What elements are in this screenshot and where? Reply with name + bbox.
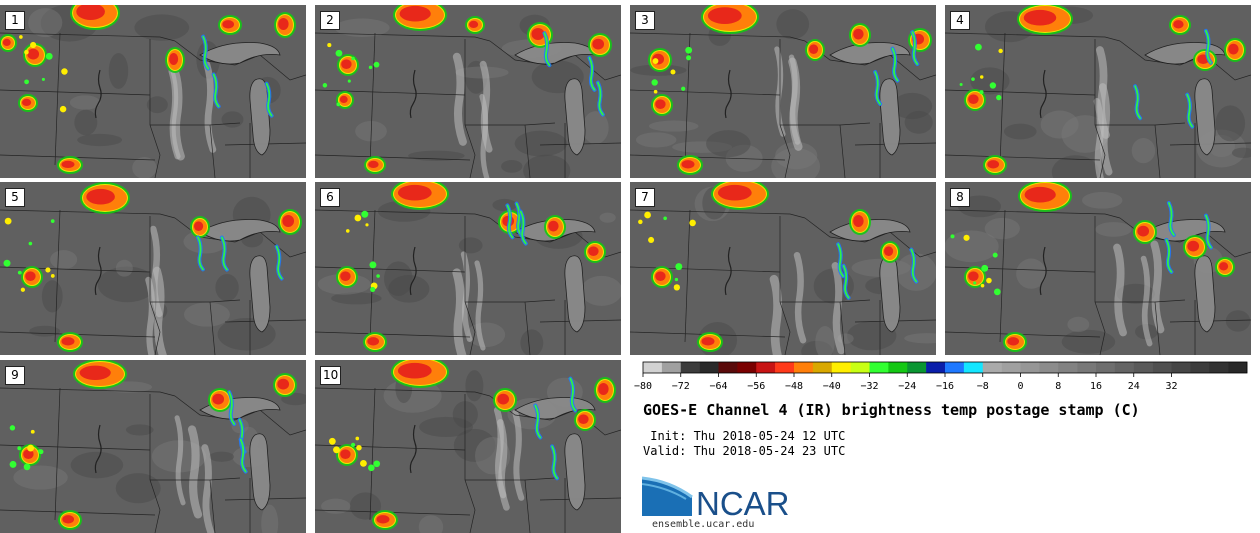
stamp-panel-5: 5 bbox=[0, 182, 306, 355]
colorbar-swatch bbox=[1152, 362, 1172, 373]
panel-number-label: 10 bbox=[320, 366, 342, 385]
colorbar-swatch bbox=[1133, 362, 1153, 373]
stamp-map-4 bbox=[945, 5, 1251, 178]
panel-number-label: 6 bbox=[320, 188, 340, 207]
colorbar-swatch bbox=[1039, 362, 1059, 373]
stamp-panel-4: 4 bbox=[945, 5, 1251, 178]
stamp-map-9 bbox=[0, 360, 306, 533]
stamp-panel-3: 3 bbox=[630, 5, 936, 178]
colorbar-tick-label: −24 bbox=[898, 381, 916, 392]
stamp-map-5 bbox=[0, 182, 306, 355]
ncar-logo: NCAR bbox=[642, 476, 790, 519]
stamp-map-6 bbox=[315, 182, 621, 355]
colorbar-swatches bbox=[642, 361, 1248, 374]
colorbar-tick-label: −16 bbox=[936, 381, 954, 392]
logo-url: ensemble.ucar.edu bbox=[652, 519, 755, 530]
colorbar-tick-label: −56 bbox=[747, 381, 765, 392]
colorbar-swatch bbox=[1114, 362, 1135, 373]
panel-number-label: 2 bbox=[320, 11, 340, 30]
init-time: Init: Thu 2018-05-24 12 UTC bbox=[643, 429, 846, 443]
stamp-map-2 bbox=[315, 5, 621, 178]
colorbar-swatch bbox=[1209, 362, 1229, 373]
colorbar-swatch bbox=[1228, 362, 1248, 373]
stamp-map-8 bbox=[945, 182, 1251, 355]
colorbar-swatch bbox=[756, 362, 776, 373]
colorbar-swatch bbox=[1077, 362, 1097, 373]
colorbar-swatch bbox=[926, 362, 946, 373]
colorbar-swatch bbox=[907, 362, 927, 373]
colorbar-swatch bbox=[945, 362, 965, 373]
colorbar-swatch bbox=[699, 362, 719, 373]
colorbar-swatch bbox=[794, 362, 814, 373]
colorbar-swatch bbox=[1001, 362, 1021, 373]
colorbar-swatch bbox=[1171, 362, 1191, 373]
colorbar-swatch bbox=[661, 362, 682, 373]
stamp-map-10 bbox=[315, 360, 621, 533]
colorbar: −80 −72 −64 −56 −48 −40 −32 −24 −16 −8 0 8 16 24 32 bbox=[634, 361, 1248, 392]
colorbar-tick-label: −40 bbox=[823, 381, 841, 392]
colorbar-swatch bbox=[1096, 362, 1116, 373]
stamp-panel-6: 6 bbox=[315, 182, 621, 355]
colorbar-tick-label: 16 bbox=[1090, 381, 1102, 392]
colorbar-swatch bbox=[643, 362, 663, 373]
colorbar-swatch bbox=[737, 362, 757, 373]
colorbar-swatch bbox=[1020, 362, 1040, 373]
colorbar-swatch bbox=[718, 362, 738, 373]
stamp-panel-7: 7 bbox=[630, 182, 936, 355]
colorbar-tick-label: −32 bbox=[860, 381, 878, 392]
colorbar-tick-label: −80 bbox=[634, 381, 652, 392]
panel-number-label: 9 bbox=[5, 366, 25, 385]
stamp-map-7 bbox=[630, 182, 936, 355]
colorbar-swatch bbox=[963, 362, 984, 373]
stamp-panel-10: 10 bbox=[315, 360, 621, 533]
colorbar-tick-label: −64 bbox=[709, 381, 727, 392]
colorbar-tick-label: 8 bbox=[1055, 381, 1061, 392]
panel-number-label: 7 bbox=[635, 188, 655, 207]
panel-number-label: 4 bbox=[950, 11, 970, 30]
stamp-panel-2: 2 bbox=[315, 5, 621, 178]
logo-wordmark: NCAR bbox=[696, 485, 790, 519]
colorbar-swatch bbox=[1190, 362, 1210, 373]
stamp-panel-9: 9 bbox=[0, 360, 306, 533]
colorbar-swatch bbox=[680, 362, 700, 373]
panel-number-label: 5 bbox=[5, 188, 25, 207]
colorbar-tick-label: −8 bbox=[977, 381, 989, 392]
colorbar-swatch bbox=[869, 362, 889, 373]
stamp-map-3 bbox=[630, 5, 936, 178]
colorbar-tick-label: 0 bbox=[1017, 381, 1023, 392]
colorbar-swatch bbox=[775, 362, 795, 373]
valid-time: Valid: Thu 2018-05-24 23 UTC bbox=[643, 444, 846, 458]
stamp-map-1 bbox=[0, 5, 306, 178]
panel-number-label: 1 bbox=[5, 11, 25, 30]
colorbar-swatch bbox=[888, 362, 908, 373]
stamp-panel-8: 8 bbox=[945, 182, 1251, 355]
colorbar-ticks: −80 −72 −64 −56 −48 −40 −32 −24 −16 −8 0 8 16 24 32 bbox=[634, 373, 1178, 392]
colorbar-tick-label: −48 bbox=[785, 381, 803, 392]
figure-title: GOES-E Channel 4 (IR) brightness temp po… bbox=[643, 401, 1140, 419]
panel-number-label: 3 bbox=[635, 11, 655, 30]
colorbar-tick-label: 24 bbox=[1128, 381, 1140, 392]
colorbar-tick-label: −72 bbox=[672, 381, 690, 392]
colorbar-swatch bbox=[982, 362, 1002, 373]
panel-number-label: 8 bbox=[950, 188, 970, 207]
colorbar-tick-label: 32 bbox=[1165, 381, 1177, 392]
colorbar-swatch bbox=[831, 362, 851, 373]
colorbar-swatch bbox=[850, 362, 870, 373]
colorbar-swatch bbox=[812, 362, 833, 373]
colorbar-swatch bbox=[1058, 362, 1078, 373]
stamp-panel-1: 1 bbox=[0, 5, 306, 178]
